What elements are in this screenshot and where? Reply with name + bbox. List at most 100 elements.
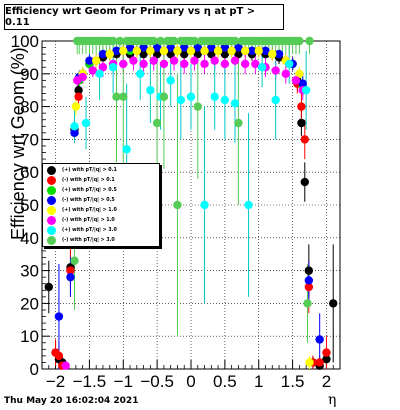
data-point — [303, 299, 312, 308]
y-tick-label: 80 — [20, 98, 39, 117]
x-tick-label: 0.5 — [213, 372, 237, 391]
data-point — [159, 46, 169, 56]
data-point — [186, 46, 196, 56]
x-axis-label: η — [328, 392, 337, 408]
data-point — [119, 59, 128, 69]
data-point — [305, 36, 314, 46]
legend-label: (+) with pT/|q| > 0.5 — [62, 187, 117, 193]
x-tick-label: −0.5 — [140, 372, 174, 391]
legend-entry: (+) with pT/|q| > 3.0 — [45, 226, 157, 236]
data-point — [129, 56, 138, 65]
data-point — [146, 46, 155, 56]
legend-marker — [47, 195, 56, 205]
legend-marker — [47, 185, 56, 195]
data-point — [156, 36, 165, 46]
data-point — [166, 43, 175, 52]
data-point — [180, 49, 189, 59]
data-point — [274, 49, 284, 59]
x-tick-label: −1.5 — [73, 372, 107, 391]
data-point — [74, 86, 83, 95]
data-point — [98, 63, 108, 72]
legend-label: (-) with pT/|q| > 1.0 — [62, 218, 115, 224]
y-tick-label: 40 — [20, 229, 39, 248]
data-point — [173, 200, 182, 210]
data-point — [234, 118, 243, 128]
data-point — [240, 46, 250, 56]
data-point — [74, 92, 83, 101]
data-point — [305, 358, 314, 367]
data-point — [78, 72, 87, 82]
y-tick-label: 50 — [20, 196, 39, 215]
data-point — [54, 312, 64, 321]
data-point — [108, 36, 118, 46]
data-point — [268, 49, 277, 59]
data-point — [159, 59, 169, 69]
data-point — [122, 145, 131, 154]
data-point — [66, 272, 75, 282]
data-point — [230, 99, 240, 108]
legend: (+) with pT/|q| > 0.1 (-) with pT/|q| > 0… — [42, 163, 160, 247]
timestamp: Thu May 20 16:02:04 2021 — [4, 396, 139, 406]
data-point — [247, 46, 257, 56]
data-point — [190, 56, 199, 65]
data-point — [115, 36, 125, 46]
data-point — [220, 43, 230, 52]
data-point — [159, 92, 169, 101]
legend-marker — [47, 175, 56, 185]
data-point — [180, 59, 189, 69]
data-point — [112, 46, 121, 56]
data-point — [234, 49, 243, 59]
data-point — [227, 46, 236, 56]
data-point — [85, 56, 94, 65]
data-point — [95, 69, 104, 79]
x-tick-label: 2 — [322, 372, 331, 391]
x-tick-label: 1.5 — [281, 372, 305, 391]
legend-entry: (+) with pT/|q| > 1.0 — [45, 205, 157, 215]
data-point — [251, 59, 260, 69]
data-point — [210, 56, 219, 65]
data-point — [152, 43, 162, 52]
y-tick-label: 100 — [11, 32, 39, 51]
data-point — [70, 122, 79, 131]
data-point — [88, 66, 97, 75]
data-point — [230, 36, 240, 46]
data-point — [190, 36, 199, 46]
data-point — [322, 348, 331, 357]
data-point — [220, 95, 230, 105]
data-point — [300, 177, 309, 187]
legend-label: (+) with pT/|q| > 3.0 — [62, 228, 117, 234]
data-point — [304, 266, 314, 275]
data-point — [139, 59, 148, 69]
y-tick-label: 10 — [20, 327, 39, 346]
data-point — [70, 256, 79, 265]
data-point — [112, 92, 121, 101]
data-point — [304, 282, 314, 292]
data-point — [200, 200, 209, 210]
data-point — [210, 92, 219, 101]
x-tick-label: 0 — [186, 372, 195, 391]
data-point — [315, 358, 324, 367]
data-point — [166, 76, 175, 85]
data-point — [254, 46, 263, 56]
y-tick-label: 30 — [20, 262, 39, 281]
x-tick-label: 1 — [254, 372, 263, 391]
data-point — [234, 43, 243, 52]
x-tick-label: −1 — [114, 372, 133, 391]
data-point — [54, 351, 64, 361]
data-point — [146, 86, 155, 95]
data-point — [301, 86, 311, 95]
data-point — [119, 92, 128, 101]
data-point — [207, 43, 216, 52]
y-tick-label: 90 — [20, 65, 39, 84]
data-point — [322, 354, 331, 364]
data-point — [132, 46, 142, 56]
data-point — [300, 135, 309, 144]
data-point — [149, 36, 158, 46]
data-point — [66, 266, 75, 275]
data-point — [139, 43, 148, 52]
data-point — [108, 63, 118, 72]
data-point — [193, 43, 202, 52]
data-point — [298, 79, 307, 88]
data-point — [213, 46, 223, 56]
data-point — [152, 49, 162, 59]
